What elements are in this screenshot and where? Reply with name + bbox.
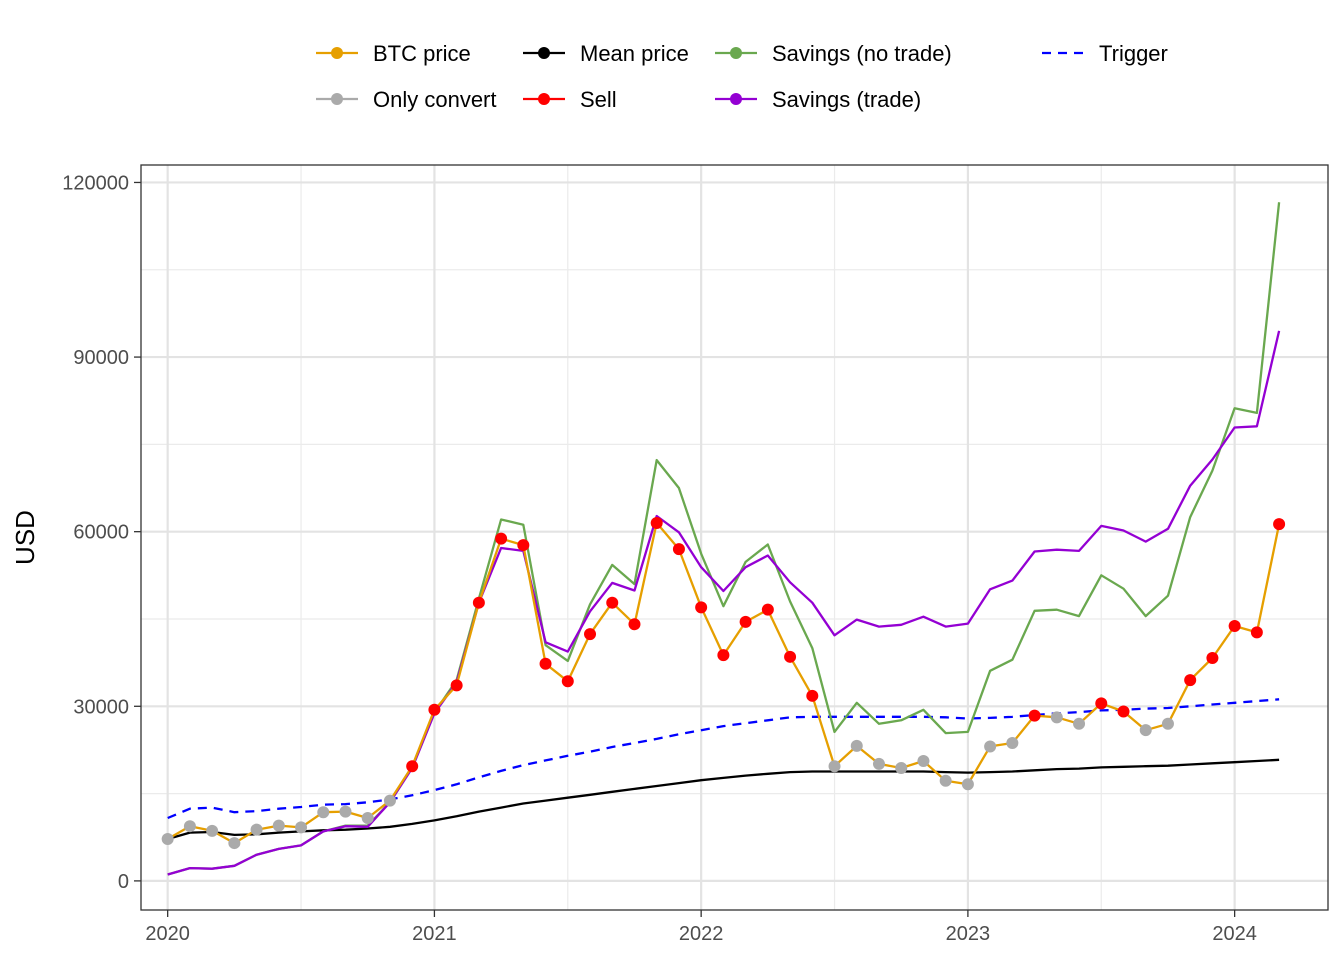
point-only-convert xyxy=(895,761,908,774)
x-tick-label: 2022 xyxy=(679,923,724,945)
y-tick-label: 60000 xyxy=(73,522,129,544)
legend-key-point xyxy=(538,47,550,59)
x-tick-label: 2024 xyxy=(1212,923,1257,945)
point-sell xyxy=(739,615,752,628)
point-sell xyxy=(717,649,730,662)
y-tick-label: 90000 xyxy=(73,347,129,369)
series-points xyxy=(161,516,1286,850)
point-sell xyxy=(428,703,441,716)
point-sell xyxy=(806,689,819,702)
point-only-convert xyxy=(206,824,219,837)
point-only-convert xyxy=(383,794,396,807)
legend-label: Only convert xyxy=(373,87,497,112)
point-sell xyxy=(672,543,685,556)
series-line-mean-price xyxy=(167,758,1280,841)
legend-key-point xyxy=(331,47,343,59)
legend-label: BTC price xyxy=(373,41,471,66)
point-sell xyxy=(584,628,597,641)
legend-item-savings-trade: Savings (trade) xyxy=(715,87,921,112)
point-only-convert xyxy=(939,774,952,787)
y-tick-label: 0 xyxy=(118,871,129,893)
point-sell xyxy=(650,516,663,529)
point-only-convert xyxy=(1050,711,1063,724)
point-only-convert xyxy=(339,805,352,818)
legend-item-sell: Sell xyxy=(523,87,617,112)
point-sell xyxy=(561,675,574,688)
x-axis: 2020 2021 2022 2023 2024 xyxy=(145,910,1257,945)
point-sell xyxy=(1228,619,1241,632)
point-sell xyxy=(1117,705,1130,718)
legend-key-point xyxy=(331,93,343,105)
point-sell xyxy=(1206,651,1219,664)
point-only-convert xyxy=(295,821,308,834)
point-only-convert xyxy=(1161,717,1174,730)
x-tick-label: 2020 xyxy=(145,923,190,945)
legend-label: Mean price xyxy=(580,41,689,66)
legend-label: Savings (no trade) xyxy=(772,41,952,66)
point-only-convert xyxy=(1073,717,1086,730)
legend-label: Savings (trade) xyxy=(772,87,921,112)
plot-border xyxy=(140,164,1329,911)
point-sell xyxy=(1184,674,1197,687)
point-only-convert xyxy=(317,806,330,819)
point-sell xyxy=(450,679,463,692)
point-sell xyxy=(1273,518,1286,531)
legend-item-savings-no-trade: Savings (no trade) xyxy=(715,41,952,66)
point-sell xyxy=(1250,626,1263,639)
legend-item-only-convert: Only convert xyxy=(316,87,497,112)
point-sell xyxy=(628,618,641,631)
grid-minor xyxy=(141,165,1328,910)
legend-item-mean-price: Mean price xyxy=(523,41,689,66)
point-only-convert xyxy=(161,832,174,845)
point-only-convert xyxy=(850,739,863,752)
legend-key-point xyxy=(538,93,550,105)
x-tick-label: 2023 xyxy=(946,923,991,945)
point-sell xyxy=(761,603,774,616)
point-only-convert xyxy=(250,823,263,836)
series-line-savings-trade xyxy=(167,330,1281,876)
point-only-convert xyxy=(828,760,841,773)
point-only-convert xyxy=(272,819,285,832)
point-sell xyxy=(1095,697,1108,710)
series-line-trigger xyxy=(167,698,1280,820)
legend: BTC price Mean price Savings (no trade) Tri… xyxy=(316,41,1168,112)
point-only-convert xyxy=(917,755,930,767)
y-axis-title: USD xyxy=(10,510,40,565)
point-sell xyxy=(606,596,619,609)
point-sell xyxy=(472,596,485,609)
legend-label: Sell xyxy=(580,87,617,112)
point-sell xyxy=(517,539,530,552)
point-only-convert xyxy=(183,820,196,833)
y-tick-label: 120000 xyxy=(62,172,129,194)
legend-key-point xyxy=(730,47,742,59)
point-only-convert xyxy=(961,778,974,791)
point-sell xyxy=(539,657,552,670)
point-sell xyxy=(784,650,797,663)
y-axis: 0 30000 60000 90000 120000 xyxy=(62,172,141,893)
point-only-convert xyxy=(1006,736,1019,749)
point-sell xyxy=(695,601,708,614)
legend-key-point xyxy=(730,93,742,105)
point-only-convert xyxy=(1139,724,1152,737)
plot-panel xyxy=(141,165,1328,910)
point-sell xyxy=(495,532,508,545)
point-sell xyxy=(406,760,419,773)
legend-item-trigger: Trigger xyxy=(1042,41,1168,66)
point-sell xyxy=(1028,709,1041,722)
point-only-convert xyxy=(228,837,241,850)
legend-label: Trigger xyxy=(1099,41,1168,66)
legend-item-btc-price: BTC price xyxy=(316,41,471,66)
x-tick-label: 2021 xyxy=(412,923,457,945)
y-tick-label: 30000 xyxy=(73,696,129,718)
point-only-convert xyxy=(361,812,374,825)
point-only-convert xyxy=(984,740,997,753)
point-only-convert xyxy=(872,757,885,770)
grid-major xyxy=(141,165,1328,910)
